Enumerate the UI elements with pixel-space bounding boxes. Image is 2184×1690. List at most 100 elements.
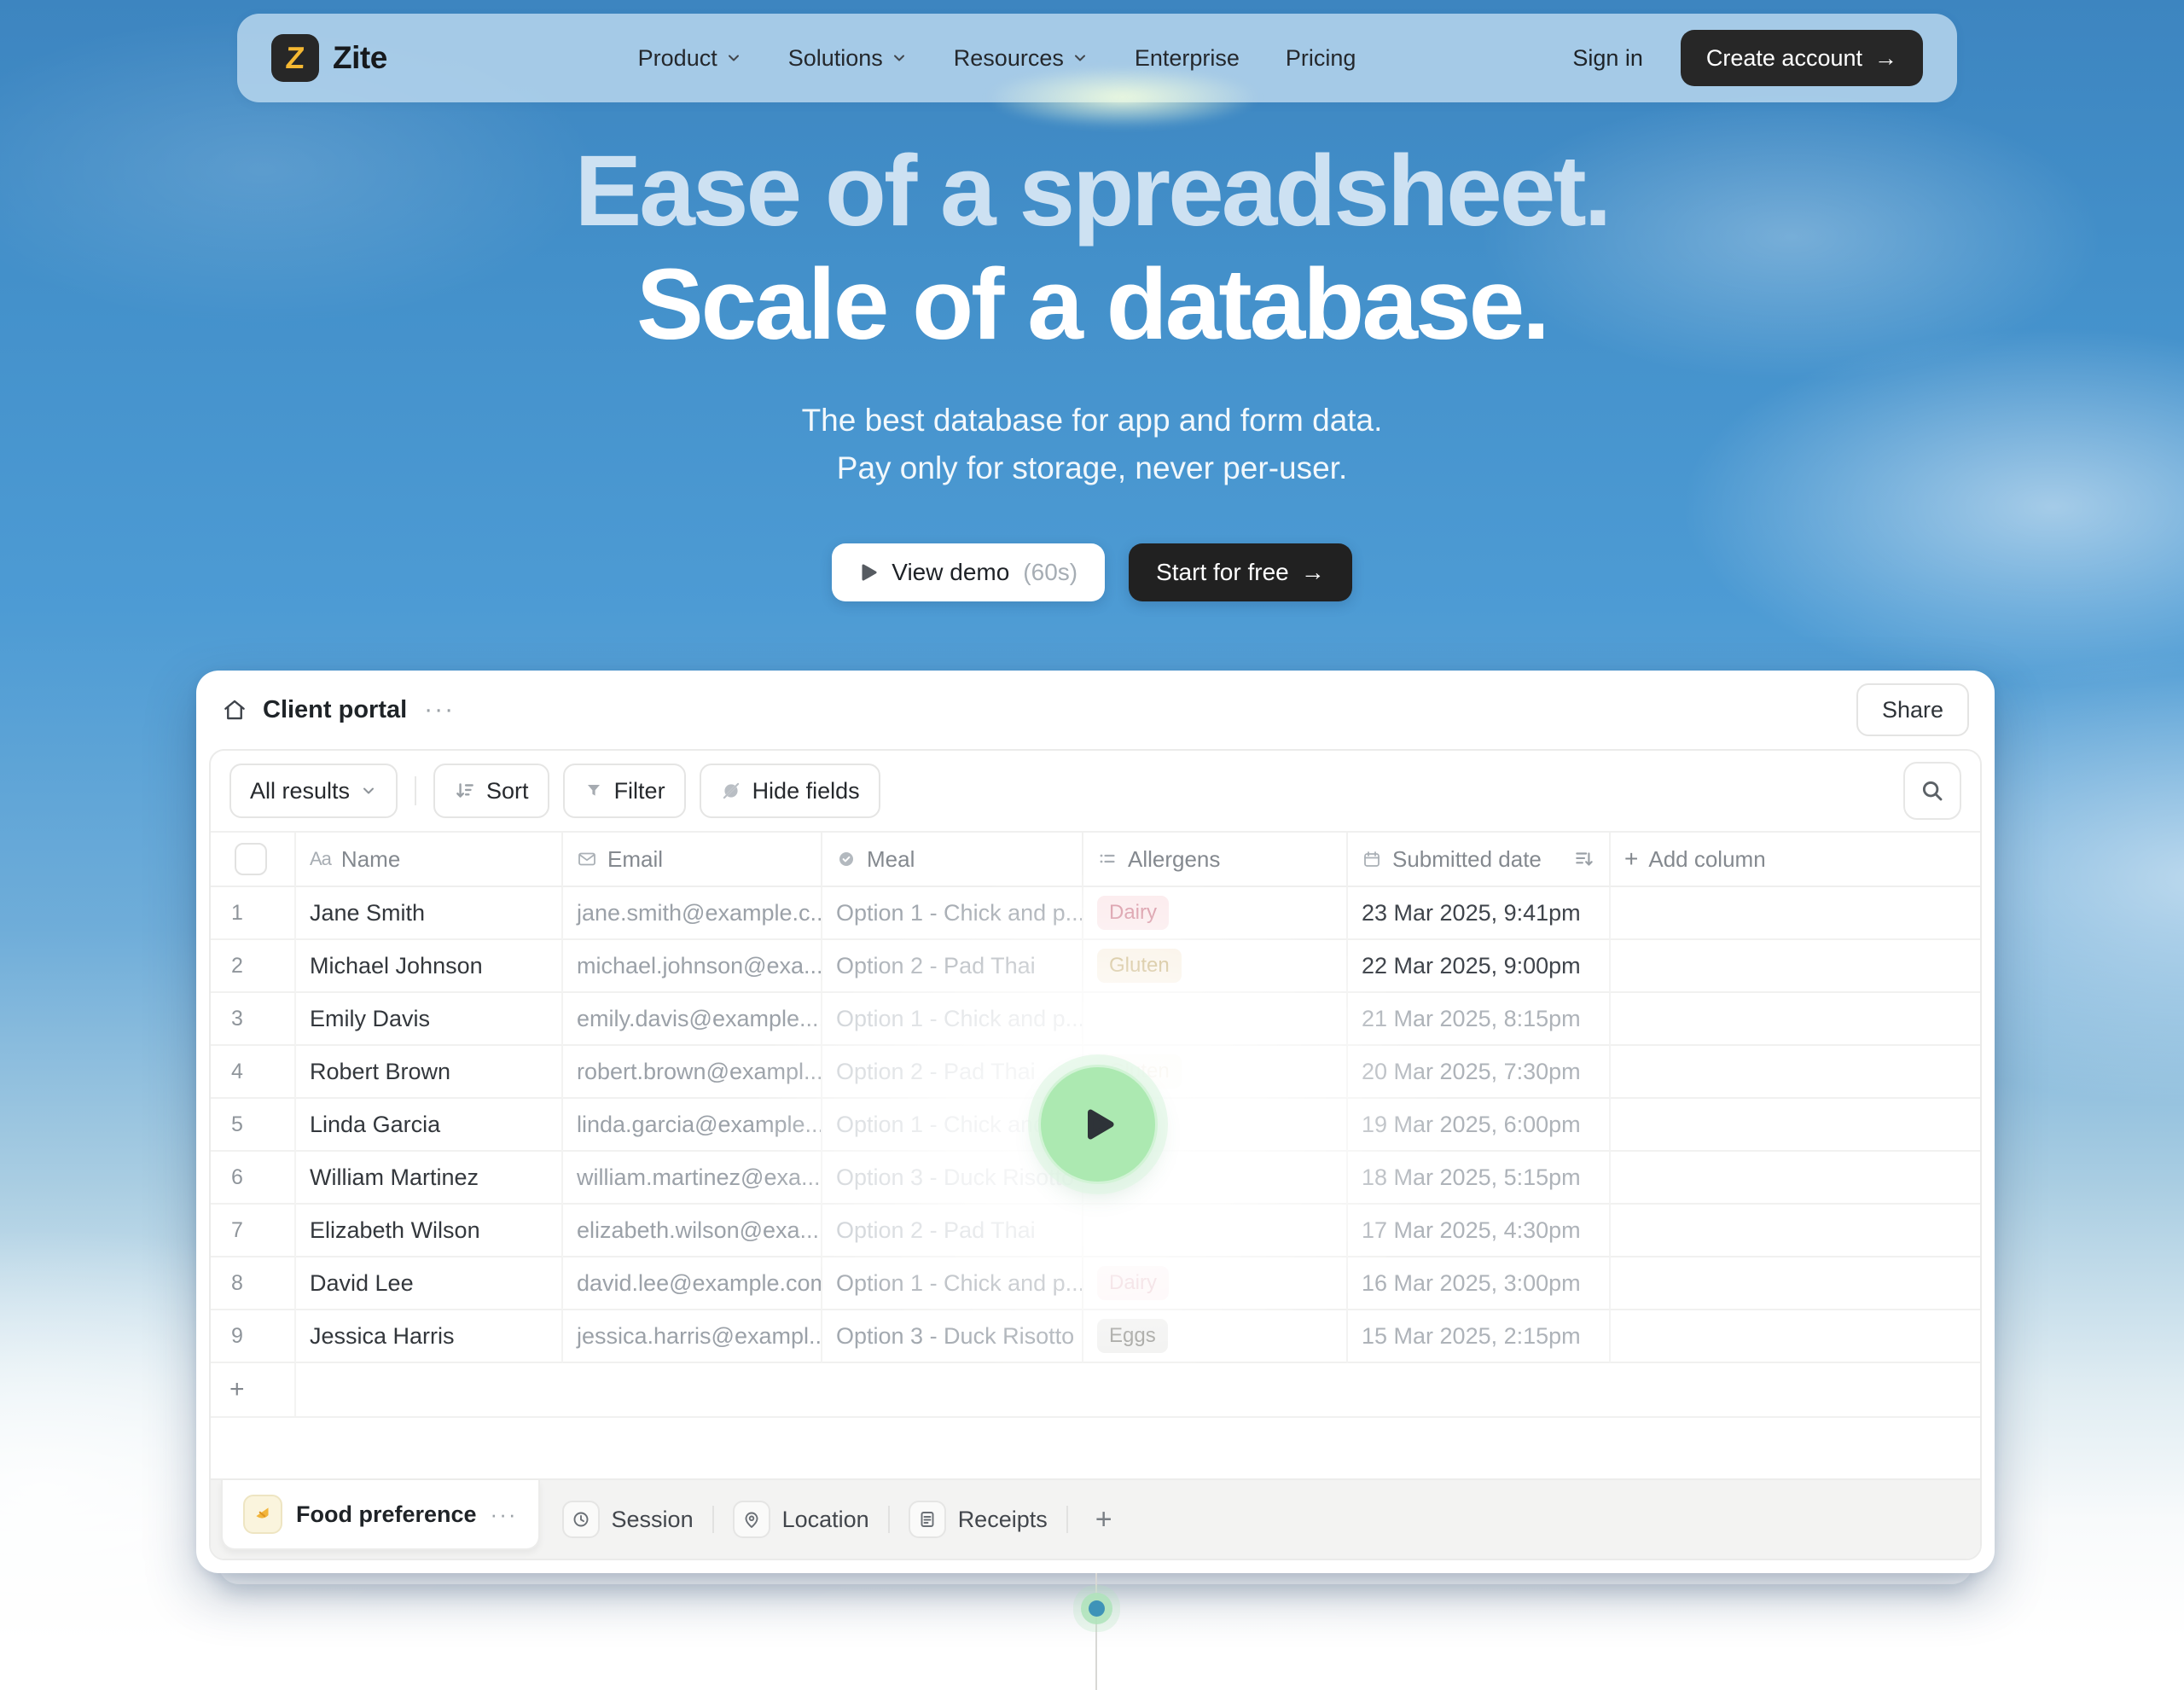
row-number[interactable]: 6 xyxy=(211,1152,296,1205)
cell-date[interactable]: 16 Mar 2025, 3:00pm xyxy=(1348,1257,1611,1310)
map-pin-icon xyxy=(732,1501,770,1538)
nav-link-product[interactable]: Product xyxy=(638,45,742,72)
add-row[interactable]: + xyxy=(211,1363,1980,1418)
column-header-allergens[interactable]: Allergens xyxy=(1083,833,1348,887)
cell-allergens[interactable] xyxy=(1083,993,1348,1046)
cell-meal[interactable]: Option 3 - Duck Risotto xyxy=(822,1152,1083,1205)
table-row: 2 Michael Johnson michael.johnson@exa... Op… xyxy=(211,940,1980,993)
row-number[interactable]: 3 xyxy=(211,993,296,1046)
cell-date[interactable]: 19 Mar 2025, 6:00pm xyxy=(1348,1099,1611,1152)
row-number[interactable]: 7 xyxy=(211,1205,296,1257)
cell-empty[interactable] xyxy=(1611,1310,1980,1363)
column-header-submitted-date[interactable]: Submitted date xyxy=(1348,833,1611,887)
cell-date[interactable]: 21 Mar 2025, 8:15pm xyxy=(1348,993,1611,1046)
tab-location[interactable]: Location xyxy=(732,1501,869,1538)
cell-meal[interactable]: Option 2 - Pad Thai xyxy=(822,1046,1083,1099)
cell-email[interactable]: michael.johnson@exa... xyxy=(563,940,822,993)
sign-in-link[interactable]: Sign in xyxy=(1572,44,1643,71)
tab-food-preference[interactable]: Food preference ··· xyxy=(221,1480,540,1550)
cell-empty[interactable] xyxy=(1611,993,1980,1046)
nav-link-enterprise[interactable]: Enterprise xyxy=(1134,44,1240,71)
row-number[interactable]: 5 xyxy=(211,1099,296,1152)
cell-date[interactable]: 17 Mar 2025, 4:30pm xyxy=(1348,1205,1611,1257)
cell-name[interactable]: William Martinez xyxy=(296,1152,563,1205)
cell-email[interactable]: jane.smith@example.c... xyxy=(563,887,822,940)
cell-name[interactable]: Michael Johnson xyxy=(296,940,563,993)
cell-email[interactable]: emily.davis@example.... xyxy=(563,993,822,1046)
hide-fields-button[interactable]: Hide fields xyxy=(699,764,880,818)
column-header-meal[interactable]: Meal xyxy=(822,833,1083,887)
tab-menu-button[interactable]: ··· xyxy=(490,1501,518,1527)
create-account-button[interactable]: Create account → xyxy=(1680,30,1923,86)
start-for-free-button[interactable]: Start for free → xyxy=(1129,543,1352,602)
column-header-name[interactable]: Aa Name xyxy=(296,833,563,887)
row-number[interactable]: 1 xyxy=(211,887,296,940)
nav-link-resources[interactable]: Resources xyxy=(954,45,1089,72)
cell-allergens[interactable] xyxy=(1083,1205,1348,1257)
table-toolbar: All results Sort Filter Hide fields xyxy=(211,751,1980,831)
cell-empty[interactable] xyxy=(1611,1152,1980,1205)
brand[interactable]: Z Zite xyxy=(271,34,387,82)
cell-empty[interactable] xyxy=(1611,1257,1980,1310)
cell-meal[interactable]: Option 2 - Pad Thai xyxy=(822,940,1083,993)
cell-meal[interactable]: Option 3 - Duck Risotto xyxy=(822,1310,1083,1363)
cell-empty[interactable] xyxy=(1611,1205,1980,1257)
cell-email[interactable]: david.lee@example.com xyxy=(563,1257,822,1310)
cell-date[interactable]: 23 Mar 2025, 9:41pm xyxy=(1348,887,1611,940)
title-menu-button[interactable]: ··· xyxy=(424,695,456,723)
cell-email[interactable]: jessica.harris@exampl... xyxy=(563,1310,822,1363)
nav-link-pricing[interactable]: Pricing xyxy=(1285,44,1356,71)
cell-empty[interactable] xyxy=(1611,887,1980,940)
cell-empty[interactable] xyxy=(1611,1099,1980,1152)
cell-allergens[interactable]: Gluten xyxy=(1083,940,1348,993)
column-header-email[interactable]: Email xyxy=(563,833,822,887)
share-button[interactable]: Share xyxy=(1856,683,1969,736)
email-icon xyxy=(578,852,595,866)
nav-link-solutions[interactable]: Solutions xyxy=(788,45,908,72)
add-column-button[interactable]: + Add column xyxy=(1611,833,1980,887)
select-all-checkbox[interactable] xyxy=(235,843,267,875)
cell-meal[interactable]: Option 2 - Pad Thai xyxy=(822,1205,1083,1257)
allergen-badge: Eggs xyxy=(1097,1319,1168,1353)
video-play-button[interactable] xyxy=(1038,1065,1158,1184)
hero-subtitle-line2: Pay only for storage, never per-user. xyxy=(836,450,1348,485)
cell-meal[interactable]: Option 1 - Chick and p... xyxy=(822,887,1083,940)
cell-date[interactable]: 20 Mar 2025, 7:30pm xyxy=(1348,1046,1611,1099)
cell-email[interactable]: william.martinez@exa... xyxy=(563,1152,822,1205)
cell-allergens[interactable]: Eggs xyxy=(1083,1310,1348,1363)
view-demo-button[interactable]: View demo (60s) xyxy=(832,543,1106,602)
cell-name[interactable]: Linda Garcia xyxy=(296,1099,563,1152)
cell-date[interactable]: 22 Mar 2025, 9:00pm xyxy=(1348,940,1611,993)
cell-name[interactable]: Elizabeth Wilson xyxy=(296,1205,563,1257)
view-selector-button[interactable]: All results xyxy=(229,764,398,818)
cell-email[interactable]: robert.brown@exampl... xyxy=(563,1046,822,1099)
search-button[interactable] xyxy=(1903,762,1961,820)
cell-date[interactable]: 18 Mar 2025, 5:15pm xyxy=(1348,1152,1611,1205)
cell-date[interactable]: 15 Mar 2025, 2:15pm xyxy=(1348,1310,1611,1363)
filter-button[interactable]: Filter xyxy=(562,764,686,818)
row-number[interactable]: 2 xyxy=(211,940,296,993)
demo-duration: (60s) xyxy=(1023,559,1078,586)
tab-session[interactable]: Session xyxy=(561,1501,694,1538)
cell-name[interactable]: Jessica Harris xyxy=(296,1310,563,1363)
cell-name[interactable]: David Lee xyxy=(296,1257,563,1310)
row-number[interactable]: 9 xyxy=(211,1310,296,1363)
add-tab-button[interactable]: + xyxy=(1095,1502,1112,1536)
cell-meal[interactable]: Option 1 - Chick and p... xyxy=(822,993,1083,1046)
sort-button[interactable]: Sort xyxy=(433,764,549,818)
cell-name[interactable]: Emily Davis xyxy=(296,993,563,1046)
sort-descending-icon[interactable] xyxy=(1573,848,1595,870)
cell-name[interactable]: Robert Brown xyxy=(296,1046,563,1099)
cell-name[interactable]: Jane Smith xyxy=(296,887,563,940)
cell-meal[interactable]: Option 1 - Chick and p... xyxy=(822,1257,1083,1310)
tab-receipts[interactable]: Receipts xyxy=(908,1501,1048,1538)
page-title: Client portal xyxy=(263,695,408,723)
cell-empty[interactable] xyxy=(1611,940,1980,993)
cell-empty[interactable] xyxy=(1611,1046,1980,1099)
cell-email[interactable]: elizabeth.wilson@exa... xyxy=(563,1205,822,1257)
cell-allergens[interactable]: Dairy xyxy=(1083,1257,1348,1310)
cell-email[interactable]: linda.garcia@example.... xyxy=(563,1099,822,1152)
cell-allergens[interactable]: Dairy xyxy=(1083,887,1348,940)
row-number[interactable]: 4 xyxy=(211,1046,296,1099)
row-number[interactable]: 8 xyxy=(211,1257,296,1310)
